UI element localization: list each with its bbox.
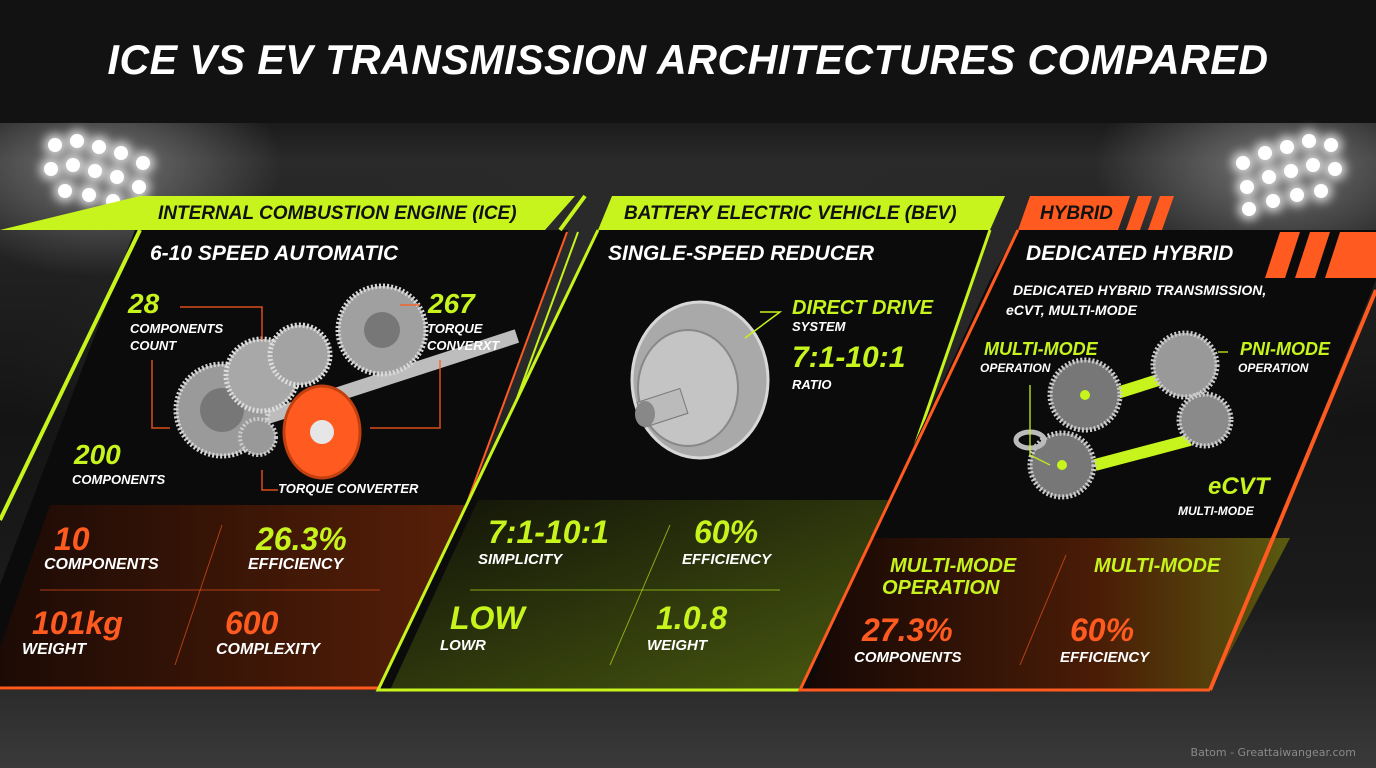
hybrid-callout-pnimode-value: PNI-MODE bbox=[1240, 339, 1330, 359]
ice-callout-components-count-label: COMPONENTS bbox=[130, 321, 224, 336]
ice-callout-torque-label2: CONVERXT bbox=[427, 338, 500, 353]
bev-stat-low-value: LOW bbox=[450, 600, 525, 636]
ice-stat-weight-label: WEIGHT bbox=[22, 641, 86, 658]
stadium-light-right-icon bbox=[1214, 128, 1344, 216]
ice-callout-torque-value: 267 bbox=[428, 288, 475, 319]
ice-callout-200-value: 200 bbox=[74, 439, 121, 470]
hybrid-callout-ecvt-label: MULTI-MODE bbox=[1178, 504, 1254, 518]
bev-subtitle: SINGLE-SPEED REDUCER bbox=[608, 242, 875, 265]
ice-stat-weight-value: 101kg bbox=[32, 605, 123, 641]
hybrid-stat-components-heading2: OPERATION bbox=[882, 577, 1000, 599]
bev-header: BATTERY ELECTRIC VEHICLE (BEV) bbox=[624, 203, 957, 224]
bev-stat-simplicity-value: 7:1-10:1 bbox=[488, 514, 609, 550]
ice-stat-components-label: COMPONENTS bbox=[44, 556, 159, 573]
hybrid-stat-components-label: COMPONENTS bbox=[854, 649, 962, 666]
ice-callout-torque-label: TORQUE bbox=[427, 321, 483, 336]
hybrid-description-line1: DEDICATED HYBRID TRANSMISSION, bbox=[1013, 282, 1267, 298]
title-bar: ICE VS EV TRANSMISSION ARCHITECTURES COM… bbox=[0, 0, 1376, 123]
hybrid-stat-efficiency-value: 60% bbox=[1070, 612, 1135, 648]
hybrid-stat-components-value: 27.3% bbox=[862, 612, 953, 648]
bev-callout-ratio-value: 7:1-10:1 bbox=[792, 341, 906, 374]
ice-stat-efficiency-label: EFFICIENCY bbox=[248, 556, 344, 573]
hybrid-header: HYBRID bbox=[1040, 203, 1113, 224]
bev-callout-direct-drive-label: SYSTEM bbox=[792, 319, 846, 334]
bev-callout-ratio-label: RATIO bbox=[792, 377, 832, 392]
hybrid-stat-efficiency-label: EFFICIENCY bbox=[1060, 649, 1150, 666]
ice-callout-torque-converter-label: TORQUE CONVERTER bbox=[278, 481, 419, 496]
bev-stat-weight-label: WEIGHT bbox=[647, 637, 707, 654]
ice-callout-components-count-value: 28 bbox=[128, 288, 160, 319]
hybrid-description-line2: eCVT, MULTI-MODE bbox=[1006, 302, 1137, 318]
hybrid-callout-ecvt-value: eCVT bbox=[1208, 473, 1270, 500]
watermark: Batom - Greattaiwangear.com bbox=[1190, 746, 1356, 759]
hybrid-subtitle: DEDICATED HYBRID bbox=[1026, 242, 1234, 265]
bev-stat-efficiency-value: 60% bbox=[694, 514, 759, 550]
ice-stat-efficiency-value: 26.3% bbox=[256, 521, 347, 557]
hybrid-stat-efficiency-heading1: MULTI-MODE bbox=[1094, 555, 1221, 577]
ice-callout-components-count-label2: COUNT bbox=[130, 338, 177, 353]
hybrid-callout-pnimode-label: OPERATION bbox=[1238, 361, 1309, 375]
hybrid-callout-multimode-label: OPERATION bbox=[980, 361, 1051, 375]
hybrid-stat-components-heading1: MULTI-MODE bbox=[890, 555, 1017, 577]
bev-stat-simplicity-label: SIMPLICITY bbox=[478, 551, 563, 568]
ice-gear-train-illustration bbox=[173, 283, 520, 480]
ice-subtitle: 6-10 SPEED AUTOMATIC bbox=[150, 242, 399, 265]
bev-callout-direct-drive-value: DIRECT DRIVE bbox=[792, 297, 934, 319]
page-title: ICE VS EV TRANSMISSION ARCHITECTURES COM… bbox=[107, 36, 1269, 83]
bev-stat-efficiency-label: EFFICIENCY bbox=[682, 551, 772, 568]
hybrid-callout-multimode-value: MULTI-MODE bbox=[984, 339, 1098, 359]
ice-stat-complexity-label: COMPLEXITY bbox=[216, 641, 321, 658]
bev-stat-low-label: LOWR bbox=[440, 637, 486, 654]
bev-reducer-illustration bbox=[630, 300, 770, 460]
ice-callout-200-label: COMPONENTS bbox=[72, 472, 166, 487]
ice-stat-components-value: 10 bbox=[54, 521, 90, 557]
ice-stat-complexity-value: 600 bbox=[225, 605, 279, 641]
bev-stat-weight-value: 1.0.8 bbox=[656, 600, 728, 636]
ice-header: INTERNAL COMBUSTION ENGINE (ICE) bbox=[158, 203, 517, 224]
